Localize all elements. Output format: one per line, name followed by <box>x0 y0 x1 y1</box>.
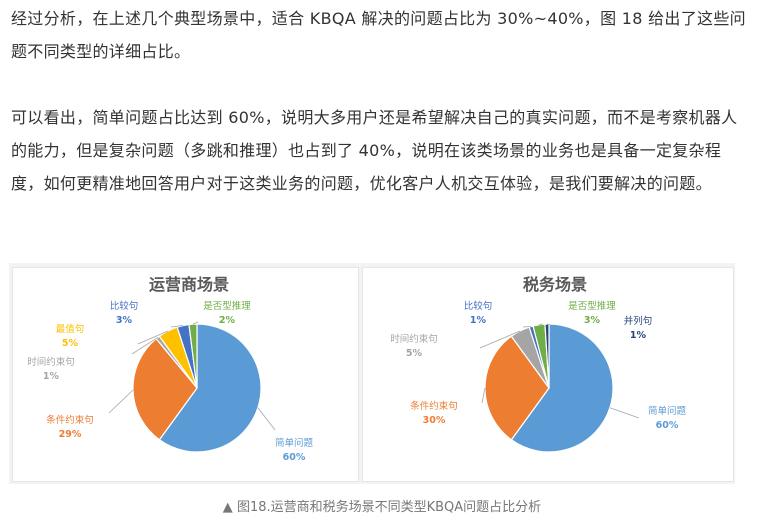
caption-marker: ▲ <box>222 500 233 515</box>
slice-value-label: 30% <box>423 415 446 426</box>
leader-line <box>192 321 199 325</box>
slice-category-label: 简单问题 <box>648 405 687 417</box>
leader-line <box>609 407 640 419</box>
slice-value-label: 1% <box>470 315 487 326</box>
slice-value-label: 60% <box>283 452 306 463</box>
chart-tax: 税务场景简单问题 60% 条件约束句 30% 时间约束句 5% 比较句 1% 是否型推理 3% 并列… <box>362 267 734 482</box>
slice-category-label: 是否型推理 <box>203 300 251 312</box>
slice-value-label: 3% <box>116 315 133 326</box>
slice-category-label: 简单问题 <box>275 437 314 449</box>
slice-value-label: 1% <box>630 330 647 341</box>
paragraph-1: 经过分析，在上述几个典型场景中，适合 KBQA 解决的问题占比为 30%~40%… <box>11 9 746 61</box>
slice-category-label: 最值句 <box>56 323 85 335</box>
caption-text: 图18.运营商和税务场景不同类型KBQA问题占比分析 <box>236 500 542 515</box>
leader-line <box>108 389 134 414</box>
figure-caption: ▲ 图18.运营商和税务场景不同类型KBQA问题占比分析 <box>0 496 764 515</box>
figure-panel: 运营商场景简单问题 60% 条件约束句 29% 时间约束句 1% 最值句 5% 比较句 3% 是否型… <box>9 263 735 484</box>
slice-category-label: 条件约束句 <box>46 414 94 426</box>
slice-value-label: 29% <box>59 429 82 440</box>
slice-category-label: 时间约束句 <box>27 356 75 368</box>
leader-line <box>481 387 486 404</box>
slice-value-label: 5% <box>406 348 423 359</box>
slice-value-label: 3% <box>584 315 601 326</box>
paragraph-2: 可以看出，简单问题占比达到 60%，说明大多用户还是希望解决自己的真实问题，而不… <box>11 108 738 193</box>
leader-line <box>522 326 532 328</box>
slice-category-label: 并列句 <box>624 315 653 327</box>
pie-slice <box>158 323 262 453</box>
slice-category-label: 时间约束句 <box>390 333 438 345</box>
slice-value-label: 2% <box>219 315 236 326</box>
leader-line <box>137 330 169 345</box>
leader-line <box>538 323 544 326</box>
pie-slice <box>132 337 198 441</box>
leader-line <box>479 330 521 349</box>
leader-line <box>131 337 159 355</box>
chart-title: 运营商场景 <box>149 275 229 294</box>
leader-line <box>546 323 552 326</box>
chart-title: 税务场景 <box>523 275 587 294</box>
slice-value-label: 1% <box>43 371 60 382</box>
slice-category-label: 条件约束句 <box>410 400 458 412</box>
slice-category-label: 比较句 <box>464 300 493 312</box>
pie-slice <box>544 323 550 389</box>
slice-category-label: 是否型推理 <box>568 300 616 312</box>
chart-operator: 运营商场景简单问题 60% 条件约束句 29% 时间约束句 1% 最值句 5% 比较句 3% 是否型… <box>12 267 359 482</box>
leader-line <box>257 407 276 431</box>
pie-slice <box>188 323 198 389</box>
slice-value-label: 60% <box>656 420 679 431</box>
pie-slice <box>484 335 550 441</box>
leader-line <box>170 325 184 328</box>
slice-value-label: 5% <box>62 338 79 349</box>
pie-slice <box>510 323 614 453</box>
slice-category-label: 比较句 <box>110 300 139 312</box>
